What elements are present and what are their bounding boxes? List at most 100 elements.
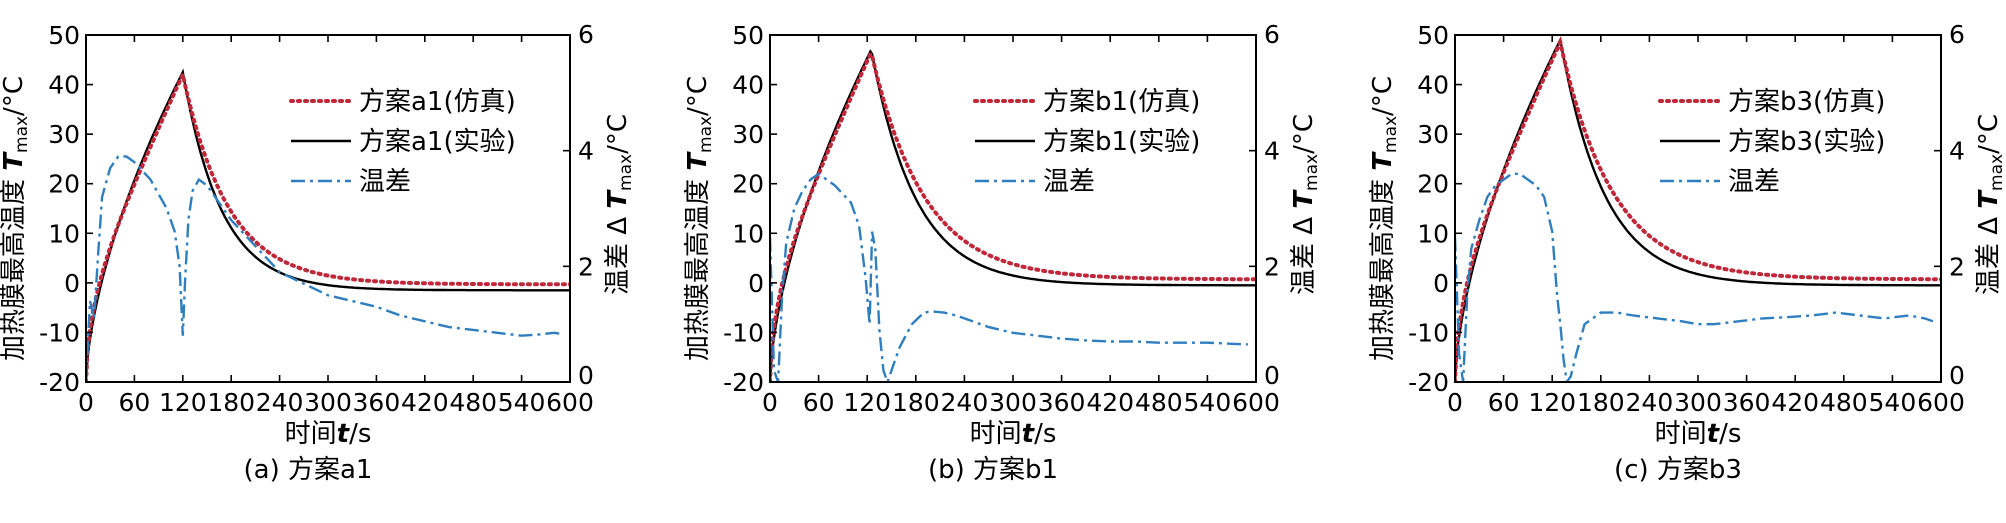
y-left-tick-label: 0 [64, 269, 80, 298]
y-left-axis-title: 加热膜最高温度 Tmax/°C [683, 76, 716, 361]
y-left-axis-title-sub: max [1381, 116, 1401, 153]
x-tick-label: 600 [1232, 388, 1280, 417]
x-tick-label: 120 [843, 388, 891, 417]
x-tick-label: 180 [1577, 388, 1625, 417]
x-tick-label: 60 [1488, 388, 1520, 417]
y-right-tick-label: 0 [1264, 361, 1280, 390]
legend-simulation-label: 方案b3(仿真) [1728, 87, 1885, 117]
y-right-axis-title-suffix: /°C [603, 114, 633, 154]
y-left-tick-label: 10 [732, 219, 764, 248]
y-right-axis-title-text: 温差 Δ [1289, 209, 1319, 295]
y-left-tick-label: 40 [732, 71, 764, 100]
y-left-tick-label: 20 [1417, 170, 1449, 199]
y-left-tick-label: -20 [723, 368, 764, 397]
x-tick-label: 180 [892, 388, 940, 417]
y-left-tick-label: -10 [1408, 318, 1449, 347]
y-left-tick-label: 50 [1417, 21, 1449, 50]
y-left-axis-title-var: T [1368, 151, 1398, 171]
x-tick-label: 420 [1771, 388, 1819, 417]
x-tick-label: 300 [1674, 388, 1722, 417]
series-line-simulation-c [1455, 36, 1941, 382]
chart-panel-a: 0 60 120 180 240 300 360 420 480 540 600-20-100102… [0, 20, 636, 485]
x-axis-title-prefix: 时间 [1655, 419, 1707, 449]
y-right-axis-title-text: 温差 Δ [603, 209, 633, 295]
y-left-axis-title-text: 加热膜最高温度 [0, 171, 29, 361]
x-axis-title: 时间t/s [285, 419, 372, 449]
y-right-tick-label: 2 [578, 252, 594, 281]
x-tick-label: 60 [803, 388, 835, 417]
y-left-tick-label: 20 [732, 170, 764, 199]
x-tick-label: 120 [1528, 388, 1576, 417]
series-line-temp-diff-a [86, 155, 563, 382]
panel-caption-c: (c) 方案b3 [1614, 455, 1742, 485]
x-axis-title-prefix: 时间 [285, 419, 337, 449]
y-right-tick-label: 2 [1264, 252, 1280, 281]
x-tick-label: 360 [1723, 388, 1771, 417]
y-right-axis-title-suffix: /°C [1289, 114, 1319, 154]
y-left-tick-label: 0 [1433, 269, 1449, 298]
y-right-tick-label: 0 [578, 361, 594, 390]
x-tick-label: 0 [1447, 388, 1463, 417]
y-right-tick-label: 4 [578, 137, 594, 166]
y-left-axis-title-sub: max [696, 116, 716, 153]
y-left-tick-label: -10 [39, 318, 80, 347]
x-tick-label: 300 [304, 388, 352, 417]
y-right-axis-title-var: T [1974, 189, 2004, 209]
y-left-tick-label: 50 [732, 21, 764, 50]
legend-simulation-label: 方案a1(仿真) [359, 87, 516, 117]
panel-caption-b: (b) 方案b1 [928, 455, 1058, 485]
y-right-axis-title-var: T [1289, 189, 1319, 209]
x-tick-label: 120 [159, 388, 207, 417]
legend-temp-diff-label: 温差 [1728, 167, 1780, 197]
x-axis-title-prefix: 时间 [970, 419, 1022, 449]
legend-experiment-label: 方案b1(实验) [1043, 127, 1200, 157]
legend-experiment-label: 方案b3(实验) [1728, 127, 1885, 157]
x-axis-title-suffix: /s [349, 419, 371, 449]
series-line-simulation-b [770, 50, 1256, 382]
x-axis-title-var: t [1707, 419, 1721, 449]
y-right-axis-title: 温差 Δ Tmax/°C [1289, 114, 1322, 295]
series-line-temp-diff-b [770, 172, 1248, 382]
y-left-tick-label: 40 [1417, 71, 1449, 100]
y-right-axis-title-sub: max [616, 154, 636, 191]
y-right-tick-label: 2 [1949, 252, 1965, 281]
x-tick-label: 480 [1135, 388, 1183, 417]
chart-panel-c: 0 60 120 180 240 300 360 420 480 540 600-20-100102… [1368, 20, 2006, 485]
chart-panel-b: 0 60 120 180 240 300 360 420 480 540 600-20-100102… [683, 20, 1322, 485]
x-tick-label: 240 [941, 388, 989, 417]
x-tick-label: 600 [546, 388, 594, 417]
series-line-simulation-a [86, 68, 570, 382]
series-line-experiment-a [86, 68, 570, 382]
y-left-tick-label: 10 [1417, 219, 1449, 248]
x-tick-label: 540 [1869, 388, 1917, 417]
y-left-axis-title-var: T [683, 151, 713, 171]
x-tick-label: 0 [78, 388, 94, 417]
x-tick-label: 360 [1038, 388, 1086, 417]
y-left-tick-label: -20 [1408, 368, 1449, 397]
x-axis-title-var: t [1022, 419, 1036, 449]
series-line-temp-diff-c [1455, 172, 1934, 382]
y-right-axis-title: 温差 Δ Tmax/°C [603, 114, 636, 295]
legend-simulation-label: 方案b1(仿真) [1043, 87, 1200, 117]
x-tick-label: 240 [256, 388, 304, 417]
x-axis-title-suffix: /s [1034, 419, 1056, 449]
y-left-tick-label: 30 [48, 120, 80, 149]
x-tick-label: 180 [207, 388, 255, 417]
y-right-tick-label: 6 [1949, 20, 1965, 49]
y-left-axis-title-sub: max [12, 116, 32, 153]
x-tick-label: 480 [449, 388, 497, 417]
series-line-experiment-c [1455, 36, 1941, 382]
y-left-tick-label: 40 [48, 71, 80, 100]
y-left-tick-label: 50 [48, 21, 80, 50]
y-right-axis-title-sub: max [1987, 154, 2006, 191]
legend-temp-diff-label: 温差 [359, 167, 411, 197]
y-left-axis-title-text: 加热膜最高温度 [683, 171, 713, 361]
x-tick-label: 60 [118, 388, 150, 417]
x-tick-label: 540 [498, 388, 546, 417]
x-tick-label: 240 [1626, 388, 1674, 417]
y-right-tick-label: 4 [1264, 137, 1280, 166]
y-right-tick-label: 6 [578, 20, 594, 49]
y-left-tick-label: 20 [48, 170, 80, 199]
x-axis-title-var: t [337, 419, 351, 449]
y-left-axis-title-suffix: /°C [1368, 76, 1398, 116]
